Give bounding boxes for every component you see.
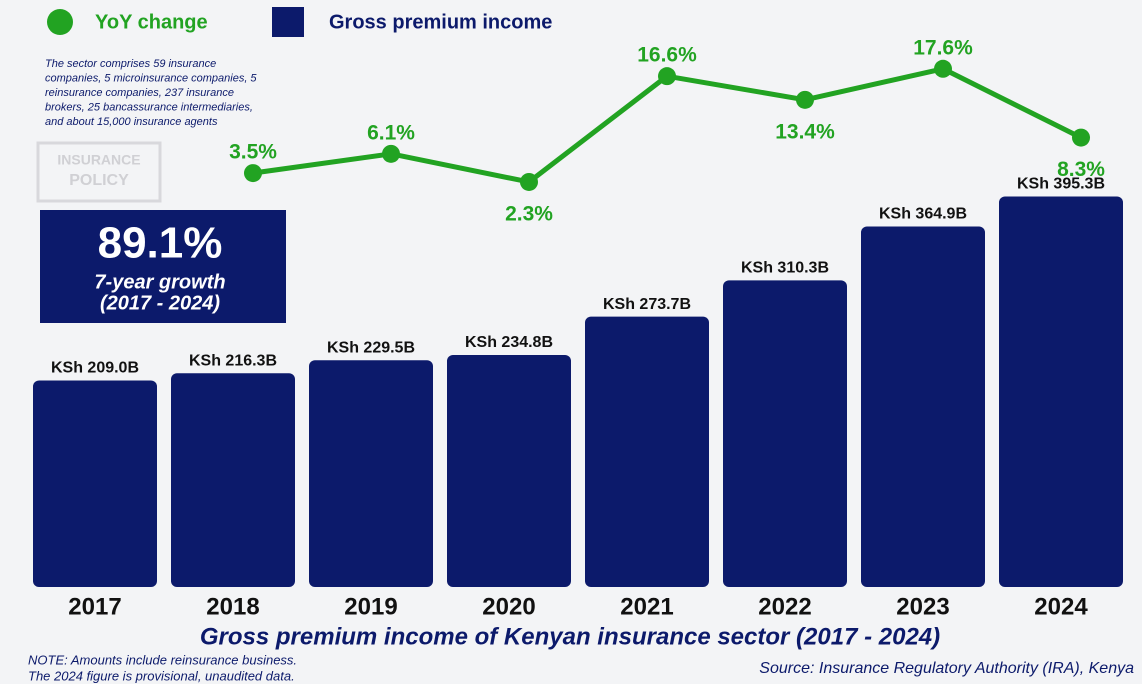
logo-text: POLICY bbox=[69, 172, 129, 189]
note: NOTE: Amounts include reinsurance busine… bbox=[28, 652, 297, 667]
bar-value-label: KSh 216.3B bbox=[189, 353, 277, 370]
legend-label: Gross premium income bbox=[329, 11, 552, 33]
source: Source: Insurance Regulatory Authority (… bbox=[759, 660, 1134, 677]
x-tick-label: 2021 bbox=[620, 593, 673, 620]
annotation: companies, 5 microinsurance companies, 5 bbox=[45, 72, 257, 84]
legend-marker bbox=[272, 7, 304, 37]
line-value-label: 16.6% bbox=[637, 44, 697, 67]
highlight-box bbox=[40, 210, 286, 323]
x-tick-label: 2022 bbox=[758, 593, 811, 620]
bar-value-label: KSh 310.3B bbox=[741, 260, 829, 277]
annotation: reinsurance companies, 237 insurance bbox=[45, 87, 234, 99]
highlight-label: 7-year growth bbox=[94, 271, 225, 293]
line-value-label: 2.3% bbox=[505, 203, 553, 226]
chart-title: Gross premium income of Kenyan insurance… bbox=[200, 623, 940, 650]
bar-value-label: KSh 209.0B bbox=[51, 360, 139, 377]
bar-value-label: KSh 234.8B bbox=[465, 334, 553, 351]
annotation: The sector comprises 59 insurance bbox=[45, 58, 216, 70]
line-point bbox=[658, 67, 676, 86]
logo-text: INSURANCE bbox=[57, 152, 140, 168]
line-point bbox=[796, 90, 814, 109]
line-point bbox=[1072, 128, 1090, 147]
bar bbox=[585, 316, 709, 587]
legend-label: YoY change bbox=[95, 11, 208, 33]
x-tick-label: 2023 bbox=[896, 593, 949, 620]
line-value-label: 13.4% bbox=[775, 120, 835, 143]
legend-marker bbox=[47, 9, 73, 35]
bar bbox=[309, 360, 433, 587]
x-tick-label: 2020 bbox=[482, 593, 535, 620]
bar bbox=[861, 226, 985, 587]
x-tick-label: 2018 bbox=[206, 593, 259, 620]
bar bbox=[171, 373, 295, 587]
annotation: and about 15,000 insurance agents bbox=[45, 116, 218, 128]
bar-value-label: KSh 229.5B bbox=[327, 339, 415, 356]
line-value-label: 3.5% bbox=[229, 141, 277, 164]
bar bbox=[33, 380, 157, 587]
bar-value-label: KSh 395.3B bbox=[1017, 176, 1105, 193]
line-value-label: 8.3% bbox=[1057, 158, 1105, 181]
bar-value-label: KSh 364.9B bbox=[879, 206, 967, 223]
line-value-label: 17.6% bbox=[913, 36, 973, 59]
annotation: brokers, 25 bancassurance intermediaries… bbox=[45, 101, 253, 113]
line-point bbox=[244, 164, 262, 183]
line-value-label: 6.1% bbox=[367, 121, 415, 144]
x-tick-label: 2017 bbox=[68, 593, 121, 620]
line-point bbox=[382, 144, 400, 163]
bar bbox=[999, 196, 1123, 587]
line-point bbox=[520, 172, 538, 191]
line-point bbox=[934, 59, 952, 78]
x-tick-label: 2019 bbox=[344, 593, 397, 620]
note: The 2024 figure is provisional, unaudite… bbox=[28, 668, 295, 683]
x-tick-label: 2024 bbox=[1034, 593, 1088, 620]
highlight-period: (2017 - 2024) bbox=[100, 292, 220, 314]
logo-frame bbox=[36, 141, 162, 203]
bar-value-label: KSh 273.7B bbox=[603, 296, 691, 313]
bar bbox=[723, 280, 847, 587]
highlight-value: 89.1% bbox=[98, 219, 223, 268]
bar bbox=[447, 355, 571, 587]
